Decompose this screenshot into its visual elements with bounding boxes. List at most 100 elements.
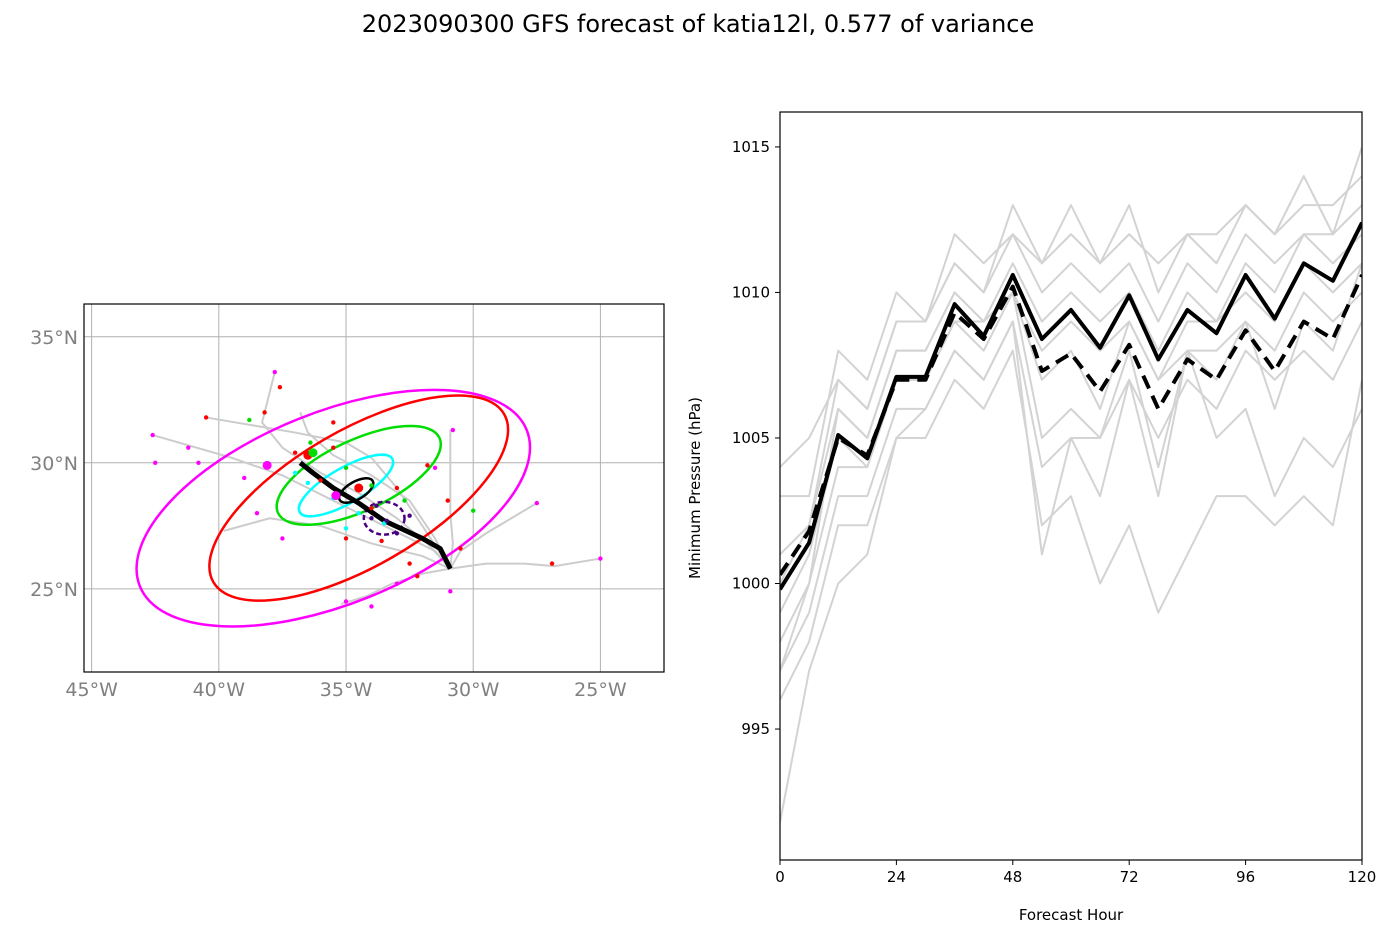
forecast-point bbox=[549, 561, 555, 566]
map-forecast-points bbox=[150, 369, 603, 609]
forecast-point bbox=[331, 420, 336, 425]
pressure-x-tick-label: 0 bbox=[775, 868, 785, 886]
map-frame bbox=[83, 303, 665, 673]
pressure-series-ensemble bbox=[780, 320, 1362, 672]
forecast-point bbox=[445, 498, 450, 503]
forecast-point bbox=[407, 561, 412, 566]
pressure-y-axis-label: Minimum Pressure (hPa) bbox=[686, 397, 704, 579]
uncertainty-ellipse bbox=[362, 500, 406, 536]
forecast-point bbox=[292, 470, 298, 476]
map-x-tick-label: 35°W bbox=[320, 679, 373, 701]
ensemble-track bbox=[449, 430, 454, 569]
ensemble-track bbox=[223, 517, 451, 570]
map-y-tick-label: 25°N bbox=[30, 579, 78, 601]
pressure-series-dashed-mean bbox=[780, 274, 1362, 576]
map-tick-labels: 45°W 40°W 35°W 30°W 25°W 25°N 30°N 35°N bbox=[30, 327, 627, 701]
ensemble-track bbox=[450, 557, 601, 570]
ensemble-track bbox=[449, 502, 538, 570]
ensemble-track bbox=[152, 434, 452, 570]
pressure-y-tick-label: 995 bbox=[741, 720, 770, 738]
forecast-point bbox=[343, 526, 349, 531]
forecast-point-large bbox=[331, 491, 341, 501]
mean-track-dashed bbox=[299, 461, 452, 570]
forecast-point bbox=[247, 417, 252, 423]
forecast-point bbox=[343, 599, 349, 604]
forecast-point bbox=[186, 445, 191, 450]
pressure-series-ensemble bbox=[780, 146, 1362, 468]
forecast-point bbox=[432, 465, 438, 471]
uncertainty-ellipse bbox=[337, 477, 375, 504]
forecast-point bbox=[369, 516, 374, 521]
uncertainty-ellipse bbox=[208, 394, 510, 602]
forecast-point bbox=[272, 369, 277, 375]
forecast-point bbox=[448, 589, 453, 594]
ensemble-track bbox=[299, 412, 452, 570]
forecast-point bbox=[262, 410, 267, 415]
forecast-point bbox=[203, 415, 209, 420]
forecast-point-large bbox=[308, 448, 318, 458]
pressure-y-tick-label: 1010 bbox=[732, 283, 770, 301]
pressure-frame bbox=[779, 111, 1363, 861]
forecast-point bbox=[598, 556, 603, 561]
forecast-point bbox=[394, 581, 400, 586]
forecast-point bbox=[277, 384, 283, 390]
forecast-point bbox=[369, 505, 374, 511]
forecast-point bbox=[379, 538, 384, 544]
map-x-tick-label: 45°W bbox=[65, 679, 118, 701]
pressure-series-ensemble bbox=[780, 262, 1362, 614]
forecast-point bbox=[242, 475, 247, 481]
forecast-point bbox=[254, 511, 260, 516]
forecast-point bbox=[394, 485, 400, 491]
forecast-point bbox=[153, 460, 158, 465]
map-y-tick-label: 35°N bbox=[30, 327, 78, 349]
map-mean-track bbox=[298, 460, 453, 570]
forecast-point bbox=[356, 511, 361, 516]
forecast-point bbox=[415, 574, 420, 579]
forecast-point bbox=[331, 445, 336, 450]
ensemble-track bbox=[205, 416, 452, 570]
forecast-point-large bbox=[262, 460, 272, 470]
forecast-point bbox=[292, 450, 298, 455]
pressure-y-tick-label: 1005 bbox=[732, 429, 770, 447]
forecast-point bbox=[280, 536, 285, 541]
pressure-x-tick-label: 24 bbox=[887, 868, 906, 886]
map-x-tick-label: 40°W bbox=[193, 679, 246, 701]
pressure-x-tick-label: 72 bbox=[1120, 868, 1139, 886]
forecast-point bbox=[343, 465, 349, 471]
map-x-tick-label: 30°W bbox=[447, 679, 500, 701]
pressure-x-tick-label: 96 bbox=[1236, 868, 1255, 886]
uncertainty-ellipse bbox=[135, 388, 532, 628]
forecast-point bbox=[458, 546, 463, 551]
pressure-x-tick-label: 120 bbox=[1348, 868, 1377, 886]
forecast-point bbox=[150, 432, 155, 438]
ensemble-track bbox=[340, 567, 451, 605]
pressure-series-ensemble bbox=[780, 349, 1362, 823]
forecast-point bbox=[374, 503, 379, 508]
forecast-point bbox=[305, 480, 311, 486]
forecast-point bbox=[369, 483, 374, 488]
forecast-point bbox=[402, 498, 407, 503]
map-ensemble-tracks bbox=[152, 371, 601, 605]
pressure-y-tick-label: 1000 bbox=[732, 575, 770, 593]
forecast-point bbox=[450, 427, 456, 433]
forecast-point bbox=[318, 478, 323, 483]
forecast-point bbox=[394, 531, 400, 536]
pressure-series-ensemble bbox=[780, 263, 1362, 672]
forecast-point bbox=[308, 440, 313, 445]
pressure-x-tick-label: 48 bbox=[1003, 868, 1022, 886]
map-uncertainty-ellipses bbox=[135, 388, 532, 628]
forecast-point bbox=[471, 508, 476, 513]
forecast-point bbox=[534, 500, 540, 506]
forecast-point bbox=[384, 518, 389, 523]
forecast-point bbox=[343, 536, 349, 541]
pressure-series bbox=[780, 146, 1362, 823]
figure-title: 2023090300 GFS forecast of katia12l, 0.5… bbox=[361, 10, 1035, 38]
pressure-series-ensemble bbox=[780, 175, 1362, 498]
forecast-point bbox=[425, 463, 430, 468]
pressure-ticks: 0 24 48 72 96 120 995 1000 1005 1010 1015 bbox=[732, 138, 1377, 886]
forecast-point bbox=[407, 513, 412, 518]
map-x-tick-label: 25°W bbox=[574, 679, 627, 701]
forecast-point bbox=[196, 460, 201, 465]
pressure-x-axis-label: Forecast Hour bbox=[1019, 906, 1124, 924]
